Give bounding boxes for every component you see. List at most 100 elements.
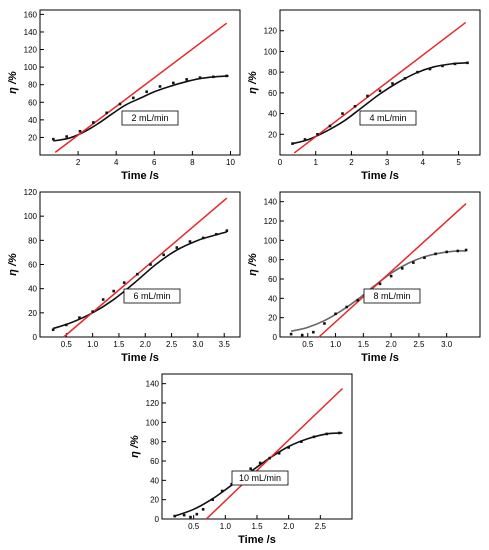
x-tick-label: 6 — [152, 158, 157, 167]
data-point — [391, 82, 394, 85]
data-point — [173, 514, 176, 518]
y-tick-label: 140 — [146, 380, 160, 389]
data-point — [51, 328, 55, 332]
chart-panel-3: 0.5 1.0 1.5 2.0 2.5 3.0 3.5 0 20 40 60 80 100 120 Time… — [7, 188, 241, 364]
y-tick-label: 160 — [24, 10, 38, 19]
data-point — [291, 142, 294, 145]
y-tick-label: 40 — [268, 110, 277, 119]
x-tick-label: 10 — [226, 158, 235, 167]
x-axis-title: Time /s — [361, 170, 399, 182]
x-tick-label: 2.5 — [413, 340, 425, 349]
x-tick-label: 4 — [114, 158, 119, 167]
data-point — [249, 467, 252, 471]
data-point — [428, 67, 432, 71]
data-point — [300, 333, 304, 337]
y-tick-label: 40 — [28, 285, 37, 294]
x-tick-label: 1.0 — [330, 340, 342, 349]
data-point — [434, 252, 437, 256]
linear-fit-line — [54, 22, 228, 153]
condition-label: 2 mL/min — [131, 113, 168, 123]
linear-fit-line — [318, 203, 467, 338]
linear-fit-line — [205, 387, 344, 520]
data-point — [118, 102, 122, 106]
x-tick-label: 0.5 — [188, 522, 200, 531]
fitted-curve — [174, 432, 343, 517]
data-point — [78, 316, 81, 319]
y-tick-label: 80 — [28, 81, 37, 90]
y-axis-title: η /% — [7, 253, 19, 276]
data-point — [338, 431, 341, 435]
y-axis-title: η /% — [7, 71, 19, 94]
data-point — [289, 332, 293, 336]
y-tick-label: 60 — [28, 98, 37, 107]
condition-label: 6 mL/min — [133, 291, 170, 301]
y-tick-label: 120 — [24, 188, 38, 197]
fitted-curve — [52, 231, 228, 330]
y-axis-title: η /% — [247, 253, 259, 276]
x-tick-label: 2 — [76, 158, 81, 167]
chart-panel-1: 2 4 6 8 10 20 40 60 80 100 120 140 160 Time /s η /% 2 m… — [7, 9, 241, 182]
y-tick-label: 40 — [150, 476, 159, 485]
data-point — [149, 263, 152, 266]
y-tick-label: 120 — [24, 46, 38, 55]
y-axis-title: η /% — [129, 435, 141, 458]
condition-label: 8 mL/min — [373, 291, 410, 301]
y-tick-label: 100 — [24, 212, 38, 221]
data-point — [378, 282, 382, 286]
data-point — [188, 240, 192, 243]
y-tick-label: 80 — [268, 256, 277, 265]
data-point — [182, 513, 186, 517]
data-point — [201, 508, 205, 511]
data-point — [101, 298, 105, 301]
chart-panel-5: 0.5 1.0 1.5 2.0 2.5 0 20 40 60 80 100 120 140 Time /s… — [129, 373, 353, 546]
x-tick-label: 2.5 — [166, 340, 178, 349]
x-tick-label: 3.0 — [441, 340, 453, 349]
data-point — [300, 440, 303, 443]
x-tick-label: 8 — [190, 158, 195, 167]
data-point — [158, 85, 162, 88]
x-axis-title: Time /s — [238, 534, 276, 546]
plot-frame — [279, 191, 481, 338]
data-point — [456, 249, 460, 253]
data-point — [403, 77, 407, 80]
y-tick-label: 80 — [150, 438, 159, 447]
x-tick-label: 4 — [421, 158, 426, 167]
x-tick-label: 0.5 — [61, 340, 73, 349]
data-point — [132, 96, 135, 100]
data-point — [353, 105, 357, 108]
data-point — [175, 246, 179, 249]
condition-label: 10 mL/min — [239, 473, 281, 483]
data-point — [136, 272, 139, 276]
data-point — [52, 137, 55, 141]
data-point — [195, 512, 199, 516]
data-point — [400, 267, 404, 270]
y-tick-label: 60 — [268, 89, 277, 98]
data-point — [268, 456, 271, 460]
x-tick-label: 0 — [278, 158, 283, 167]
x-tick-label: 1 — [313, 158, 318, 167]
data-point — [189, 515, 192, 519]
x-tick-label: 1.0 — [220, 522, 232, 531]
x-tick-label: 1.5 — [113, 340, 125, 349]
condition-label-box — [363, 288, 421, 304]
chart-panel-4: 0.5 1.0 1.5 2.0 2.5 3.0 0 20 40 60 80 100 120 140 Time… — [247, 191, 481, 364]
data-point — [312, 330, 315, 334]
data-point — [225, 229, 229, 232]
data-point — [341, 112, 344, 115]
data-point — [366, 94, 369, 98]
y-tick-label: 80 — [28, 236, 37, 245]
condition-label-box — [359, 110, 417, 126]
y-tick-label: 100 — [146, 418, 160, 427]
x-tick-label: 3 — [385, 158, 390, 167]
data-point — [378, 89, 382, 93]
condition-label-box — [121, 110, 179, 126]
data-point — [258, 461, 262, 465]
data-point — [92, 121, 95, 124]
plot-frame — [161, 373, 353, 520]
data-point — [215, 232, 218, 236]
x-tick-label: 5 — [456, 158, 461, 167]
x-tick-label: 2.0 — [386, 340, 398, 349]
x-tick-label: 2.5 — [315, 522, 327, 531]
data-point — [466, 61, 469, 65]
y-tick-label: 140 — [24, 28, 38, 37]
